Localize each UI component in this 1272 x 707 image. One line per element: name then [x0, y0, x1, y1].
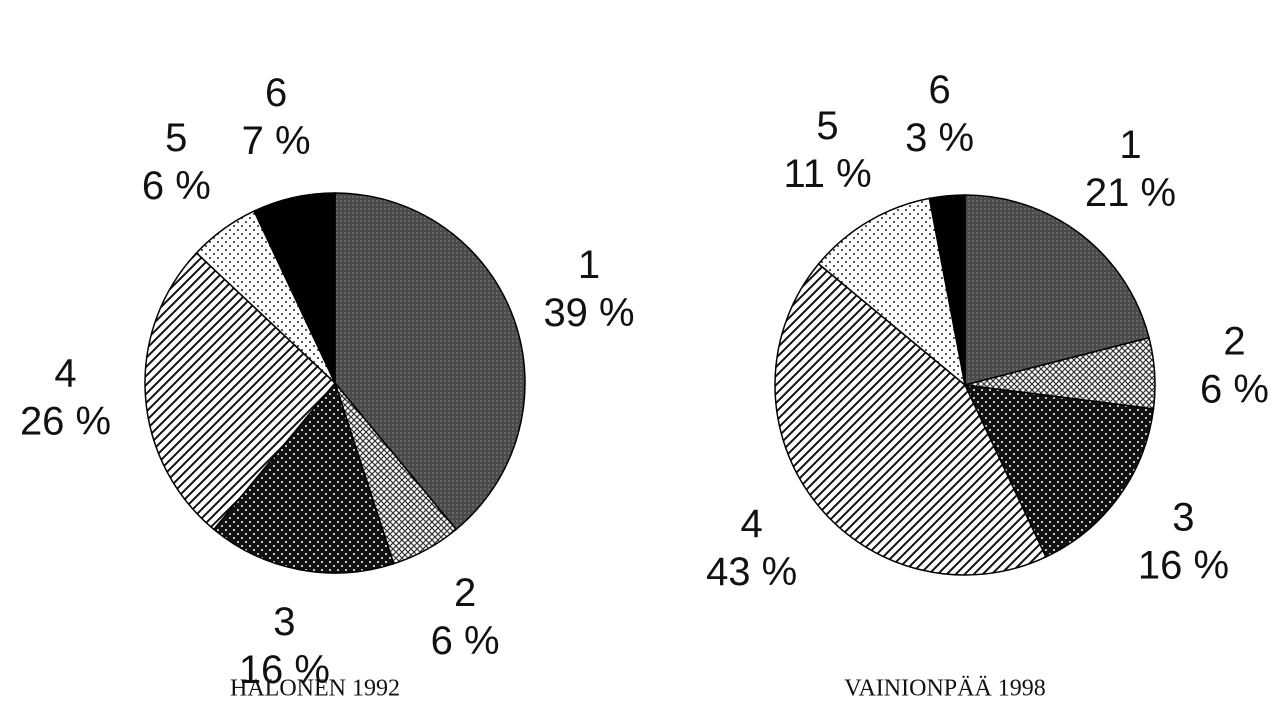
slice-category: 4: [54, 352, 76, 396]
pie-slice: [817, 197, 967, 387]
pie-slice: [253, 192, 336, 384]
slice-category: 2: [1223, 320, 1245, 364]
slice-value-label: 6 %: [1200, 368, 1269, 412]
slice-value-label: 6 %: [142, 164, 211, 208]
pie-slice: [963, 384, 1155, 558]
pie-slice: [928, 194, 966, 386]
slice-value-label: 16 %: [239, 648, 330, 692]
slice-value-label: 11 %: [783, 152, 871, 196]
slice-category: 3: [273, 600, 295, 644]
slice-category: 4: [741, 502, 763, 546]
chart-title: VAINIONPÄÄ 1998: [844, 676, 1046, 702]
slice-value-label: 26 %: [20, 400, 111, 444]
slice-category: 3: [1172, 495, 1194, 539]
slice-category: 1: [578, 243, 600, 287]
pie-slice: [212, 381, 395, 574]
slice-value-label: 16 %: [1138, 543, 1229, 587]
slice-value-label: 21 %: [1085, 171, 1176, 215]
slice-category: 6: [265, 71, 287, 115]
slice-category: 5: [816, 104, 838, 148]
pie-slice: [964, 194, 1150, 386]
slice-value-label: 43 %: [706, 550, 797, 594]
slice-value-label: 3 %: [905, 116, 974, 160]
slice-category: 5: [165, 116, 187, 160]
slice-category: 1: [1119, 123, 1141, 167]
pie-slice: [774, 262, 1047, 576]
slice-value-label: 6 %: [431, 619, 500, 663]
slice-value-label: 7 %: [242, 119, 311, 163]
pie-slice: [334, 192, 526, 531]
slice-value-label: 39 %: [543, 291, 634, 335]
slice-category: 2: [454, 571, 476, 615]
chart-title: HALONEN 1992: [230, 676, 400, 702]
slice-category: 6: [928, 68, 950, 112]
pie-slice: [144, 251, 337, 531]
